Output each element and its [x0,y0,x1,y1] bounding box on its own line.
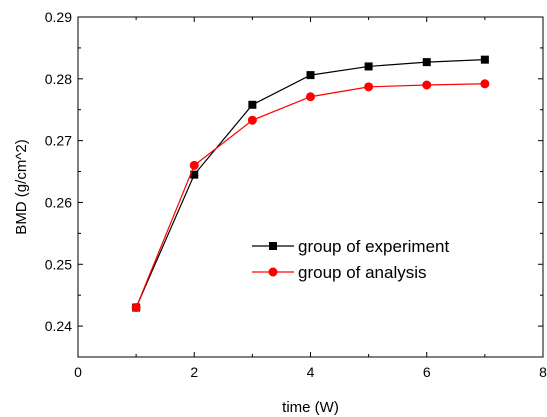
data-point [364,62,373,71]
x-tick-label: 8 [539,364,547,380]
x-tick-label: 0 [74,364,82,380]
x-axis-title: time (W) [282,399,339,416]
data-point [247,115,257,125]
data-point [189,160,199,170]
data-point [480,79,490,89]
data-point [306,71,315,80]
y-tick-label: 0.25 [45,256,72,272]
plot-frame [77,16,544,358]
data-point [306,92,315,102]
legend-label: group of experiment [298,237,449,256]
legend-marker [268,267,278,277]
x-tick-label: 4 [307,364,315,380]
y-axis-title: BMD (g/cm^2) [13,139,30,234]
legend-item: group of experiment [252,237,449,256]
legend-marker [269,242,277,250]
series-1 [131,79,490,313]
x-tick-label: 2 [190,364,198,380]
data-point [480,55,489,64]
legend-item: group of analysis [252,263,427,282]
x-tick-label: 6 [423,364,431,380]
data-point [364,82,374,92]
y-tick-label: 0.24 [45,318,72,334]
legend: group of experiment group of analysis [252,237,449,282]
data-point [422,80,432,90]
data-point [190,170,199,179]
y-tick-label: 0.28 [45,71,72,87]
axes-group: 0 2 4 6 8 0.24 0.25 0.26 0.27 0.28 0.29 [45,9,547,380]
y-tick-label: 0.26 [45,194,72,210]
data-point [131,303,141,313]
y-tick-label: 0.29 [45,9,72,25]
y-tick-label: 0.27 [45,133,72,149]
legend-label: group of analysis [298,263,427,282]
series-layer [131,55,490,313]
data-point [248,100,257,109]
data-point [422,58,431,67]
